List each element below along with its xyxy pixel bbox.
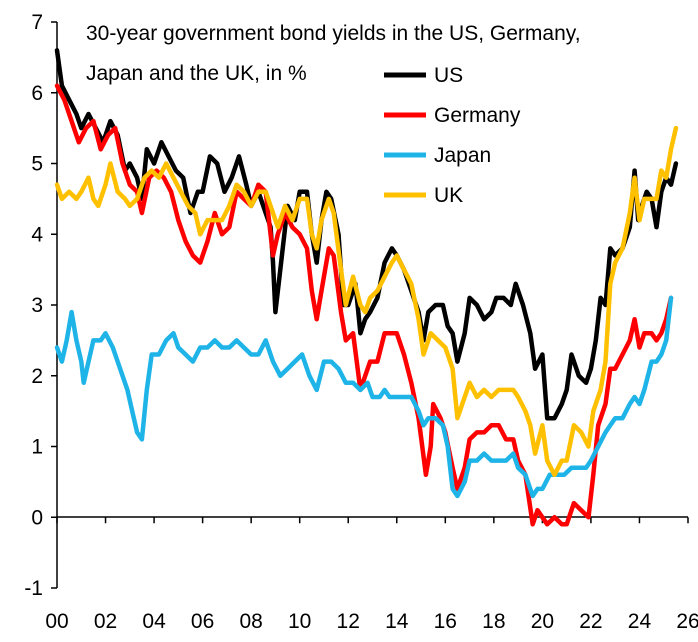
legend: US Germany Japan UK (384, 64, 521, 207)
y-tick-label: 3 (31, 294, 43, 317)
x-tick-label: 18 (482, 610, 505, 633)
chart-title: 30-year government bond yields in the US… (86, 22, 581, 85)
x-tick-label: 20 (531, 610, 554, 633)
y-tick-label: 5 (31, 153, 43, 176)
series-line-us (54, 48, 679, 421)
y-tick-label: 7 (31, 11, 43, 34)
y-tick-label: 4 (31, 223, 43, 246)
legend-label-us: US (434, 64, 463, 87)
x-tick-label: 10 (288, 610, 311, 633)
chart-title-line-1: 30-year government bond yields in the US… (86, 22, 581, 45)
y-tick-labels: -1 0 1 2 3 4 5 6 7 (24, 11, 43, 600)
y-tick-label: 6 (31, 82, 43, 105)
series-line-uk (54, 125, 679, 478)
x-tick-label: 14 (385, 610, 409, 633)
legend-item-germany: Germany (384, 104, 521, 127)
x-tick-labels: 00 02 04 06 08 10 12 14 16 18 20 22 24 26 (45, 610, 698, 633)
y-tick-label: 0 (31, 506, 43, 529)
x-tick-label: 00 (45, 610, 68, 633)
x-tick-label: 26 (676, 610, 698, 633)
series-line-germany (54, 83, 674, 527)
series-line-japan (54, 295, 674, 499)
chart-title-line-2: Japan and the UK, in % (86, 62, 307, 85)
legend-label-japan: Japan (434, 144, 491, 167)
legend-item-uk: UK (384, 184, 463, 207)
legend-label-germany: Germany (434, 104, 521, 127)
series-layer (54, 48, 679, 527)
legend-label-uk: UK (434, 184, 463, 207)
x-tick-label: 22 (579, 610, 602, 633)
y-tick-label: -1 (24, 577, 43, 600)
x-tick-label: 06 (191, 610, 214, 633)
x-axis: 00 02 04 06 08 10 12 14 16 18 20 22 24 26 (45, 516, 698, 633)
x-tick-label: 16 (434, 610, 457, 633)
x-tick-label: 08 (239, 610, 262, 633)
x-tick-label: 12 (337, 610, 360, 633)
y-tick-label: 1 (31, 436, 43, 459)
x-tick-label: 04 (142, 610, 166, 633)
x-tick-label: 24 (628, 610, 652, 633)
legend-item-japan: Japan (384, 144, 491, 167)
x-ticks (56, 517, 689, 524)
x-tick-label: 02 (94, 610, 117, 633)
y-axis: -1 0 1 2 3 4 5 6 7 (24, 11, 58, 600)
legend-item-us: US (384, 64, 463, 87)
y-tick-label: 2 (31, 365, 43, 388)
y-ticks (51, 21, 57, 589)
